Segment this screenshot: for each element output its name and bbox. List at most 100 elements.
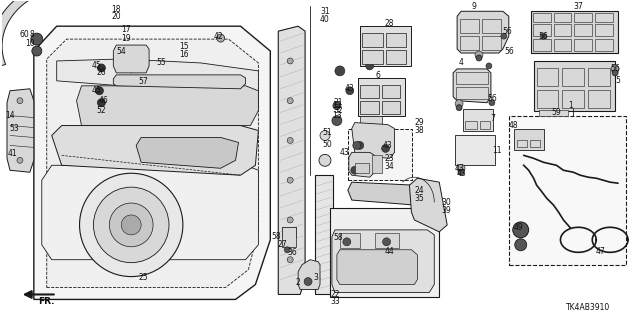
- Circle shape: [17, 157, 23, 163]
- Text: 3: 3: [314, 273, 319, 282]
- Circle shape: [109, 203, 153, 247]
- Text: 56: 56: [610, 64, 620, 73]
- Bar: [362, 33, 383, 47]
- Circle shape: [381, 144, 390, 152]
- Text: 5: 5: [616, 76, 621, 85]
- Circle shape: [489, 100, 495, 106]
- Text: 49: 49: [514, 223, 524, 232]
- Circle shape: [456, 105, 462, 111]
- Bar: [554, 39, 572, 51]
- Text: 30: 30: [442, 197, 451, 206]
- Text: 7: 7: [490, 114, 495, 123]
- Circle shape: [365, 62, 374, 70]
- Text: 46: 46: [99, 96, 108, 105]
- Text: 11: 11: [492, 146, 502, 155]
- Bar: [563, 90, 584, 108]
- Circle shape: [515, 239, 527, 251]
- Text: 42: 42: [214, 32, 223, 41]
- Bar: [539, 110, 568, 116]
- Text: 4: 4: [459, 59, 463, 68]
- Text: 29: 29: [415, 118, 424, 127]
- Bar: [482, 36, 501, 50]
- Text: 20: 20: [111, 12, 121, 21]
- Circle shape: [287, 217, 293, 223]
- Text: 18: 18: [111, 5, 121, 14]
- Bar: [348, 129, 412, 180]
- Text: 38: 38: [415, 126, 424, 135]
- Polygon shape: [34, 26, 270, 300]
- Polygon shape: [113, 45, 149, 73]
- Bar: [588, 90, 610, 108]
- Bar: [360, 26, 412, 66]
- Bar: [362, 50, 383, 64]
- Text: 41: 41: [7, 149, 17, 158]
- Circle shape: [346, 87, 354, 95]
- Bar: [480, 121, 490, 129]
- Bar: [330, 208, 439, 298]
- Bar: [315, 175, 333, 294]
- Circle shape: [97, 99, 106, 107]
- Text: 60: 60: [19, 30, 29, 39]
- Bar: [554, 13, 572, 22]
- Text: 17: 17: [122, 25, 131, 34]
- Polygon shape: [410, 178, 447, 232]
- Bar: [588, 68, 610, 86]
- Text: 35: 35: [415, 194, 424, 203]
- Text: 56: 56: [502, 27, 511, 36]
- Polygon shape: [113, 75, 246, 89]
- Circle shape: [97, 64, 106, 72]
- Bar: [465, 121, 477, 129]
- Bar: [381, 101, 401, 114]
- Text: 43: 43: [383, 141, 392, 150]
- Text: 23: 23: [385, 154, 394, 163]
- Text: 21: 21: [333, 98, 342, 107]
- Bar: [455, 135, 495, 165]
- Circle shape: [332, 116, 342, 125]
- Circle shape: [304, 277, 312, 285]
- Circle shape: [320, 131, 330, 140]
- Bar: [595, 39, 613, 51]
- Text: 54: 54: [116, 46, 126, 56]
- Text: TK4AB3910: TK4AB3910: [566, 303, 611, 312]
- Bar: [532, 24, 550, 36]
- Text: FR.: FR.: [38, 297, 55, 306]
- Text: 56: 56: [487, 94, 497, 103]
- Circle shape: [353, 141, 361, 149]
- Text: 50: 50: [322, 140, 332, 149]
- Text: 16: 16: [179, 50, 189, 59]
- Text: 28: 28: [385, 19, 394, 28]
- Text: 47: 47: [595, 247, 605, 256]
- Bar: [282, 227, 296, 237]
- Circle shape: [476, 55, 482, 61]
- Bar: [355, 163, 369, 173]
- Bar: [534, 61, 615, 111]
- Bar: [532, 13, 550, 22]
- Text: 51: 51: [322, 128, 332, 137]
- Polygon shape: [136, 138, 239, 168]
- Polygon shape: [348, 182, 419, 205]
- Text: 57: 57: [138, 77, 148, 86]
- Bar: [360, 116, 381, 125]
- Text: 37: 37: [573, 2, 583, 11]
- Text: 48: 48: [509, 121, 518, 130]
- Circle shape: [79, 173, 183, 276]
- Bar: [456, 87, 488, 99]
- Text: 45: 45: [92, 86, 101, 95]
- Text: 43: 43: [456, 169, 466, 178]
- Text: 40: 40: [320, 15, 330, 24]
- Circle shape: [287, 58, 293, 64]
- Polygon shape: [457, 11, 509, 53]
- Circle shape: [287, 138, 293, 143]
- Polygon shape: [42, 165, 259, 260]
- Bar: [360, 85, 379, 98]
- Bar: [460, 19, 479, 33]
- Bar: [482, 19, 501, 33]
- Text: 26: 26: [97, 68, 106, 77]
- Polygon shape: [57, 59, 259, 101]
- Circle shape: [383, 238, 390, 246]
- Polygon shape: [52, 125, 259, 175]
- Circle shape: [541, 33, 547, 39]
- Polygon shape: [7, 89, 34, 172]
- Text: 36: 36: [287, 248, 297, 257]
- Bar: [456, 72, 488, 84]
